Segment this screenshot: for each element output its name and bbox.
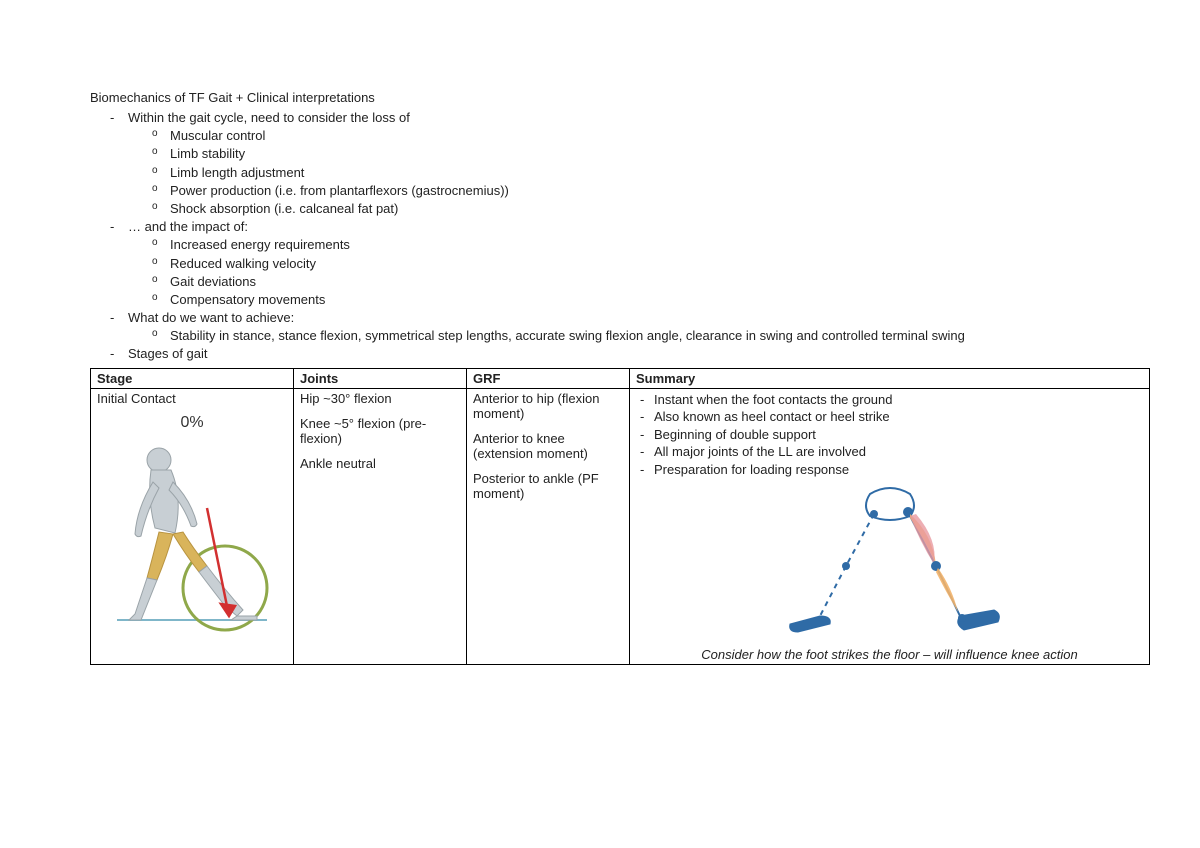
stage-percent: 0% bbox=[97, 414, 287, 432]
list-item: Stages of gait bbox=[110, 345, 1140, 363]
document-page: Biomechanics of TF Gait + Clinical inter… bbox=[0, 0, 1200, 665]
summary-list: Instant when the foot contacts the groun… bbox=[636, 391, 1143, 479]
list-item: All major joints of the LL are involved bbox=[636, 443, 1143, 461]
grf-line: Posterior to ankle (PF moment) bbox=[473, 471, 623, 501]
list-item: Reduced walking velocity bbox=[152, 255, 1140, 273]
cell-stage: Initial Contact 0% bbox=[91, 388, 294, 665]
list-item: Power production (i.e. from plantarflexo… bbox=[152, 182, 1140, 200]
grf-line: Anterior to hip (flexion moment) bbox=[473, 391, 623, 421]
joints-line: Knee ~5° flexion (pre-flexion) bbox=[300, 416, 460, 446]
sub-bullet-list: Muscular controlLimb stabilityLimb lengt… bbox=[128, 127, 1140, 218]
table-row: Initial Contact 0% bbox=[91, 388, 1150, 665]
th-summary: Summary bbox=[630, 368, 1150, 388]
list-item: Also known as heel contact or heel strik… bbox=[636, 408, 1143, 426]
cell-grf: Anterior to hip (flexion moment) Anterio… bbox=[467, 388, 630, 665]
list-item: Instant when the foot contacts the groun… bbox=[636, 391, 1143, 409]
list-item: What do we want to achieve:Stability in … bbox=[110, 309, 1140, 345]
list-item: Increased energy requirements bbox=[152, 236, 1140, 254]
list-item: … and the impact of:Increased energy req… bbox=[110, 218, 1140, 309]
joints-line: Ankle neutral bbox=[300, 456, 460, 471]
page-title: Biomechanics of TF Gait + Clinical inter… bbox=[90, 90, 1140, 105]
list-item: Muscular control bbox=[152, 127, 1140, 145]
legs-figure bbox=[636, 484, 1143, 639]
th-stage: Stage bbox=[91, 368, 294, 388]
stage-name: Initial Contact bbox=[97, 391, 287, 406]
list-item: Limb length adjustment bbox=[152, 164, 1140, 182]
th-grf: GRF bbox=[467, 368, 630, 388]
th-joints: Joints bbox=[294, 368, 467, 388]
list-item: Gait deviations bbox=[152, 273, 1140, 291]
gait-stages-table: Stage Joints GRF Summary Initial Contact… bbox=[90, 368, 1150, 666]
list-item: Compensatory movements bbox=[152, 291, 1140, 309]
cell-joints: Hip ~30° flexion Knee ~5° flexion (pre-f… bbox=[294, 388, 467, 665]
summary-footnote: Consider how the foot strikes the floor … bbox=[636, 647, 1143, 662]
list-item: Stability in stance, stance flexion, sym… bbox=[152, 327, 1140, 345]
walker-figure bbox=[97, 438, 287, 638]
list-item: Within the gait cycle, need to consider … bbox=[110, 109, 1140, 218]
joints-line: Hip ~30° flexion bbox=[300, 391, 460, 406]
grf-line: Anterior to knee (extension moment) bbox=[473, 431, 623, 461]
list-item: Shock absorption (i.e. calcaneal fat pat… bbox=[152, 200, 1140, 218]
main-bullet-list: Within the gait cycle, need to consider … bbox=[90, 109, 1140, 364]
cell-summary: Instant when the foot contacts the groun… bbox=[630, 388, 1150, 665]
list-item: Limb stability bbox=[152, 145, 1140, 163]
sub-bullet-list: Increased energy requirementsReduced wal… bbox=[128, 236, 1140, 309]
list-item: Beginning of double support bbox=[636, 426, 1143, 444]
list-item: Presparation for loading response bbox=[636, 461, 1143, 479]
sub-bullet-list: Stability in stance, stance flexion, sym… bbox=[128, 327, 1140, 345]
